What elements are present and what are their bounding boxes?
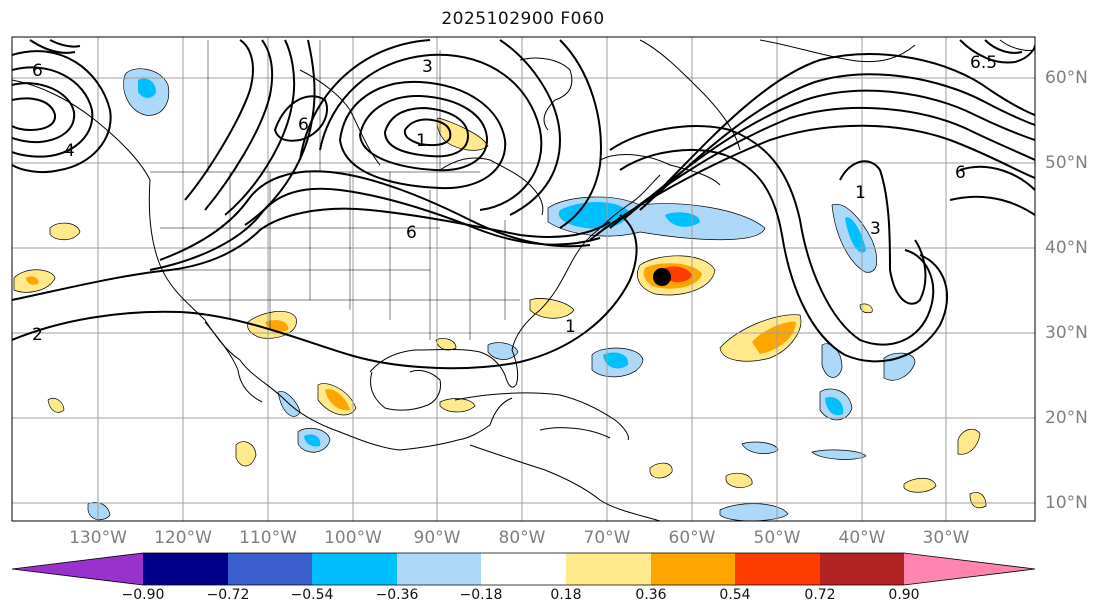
colorbar <box>11 552 1036 586</box>
colorbar-tick-label: 0.36 <box>635 587 667 603</box>
contour-label-group: 6 1 6 3 6 1 2 1 3 6 6.5 4 <box>32 53 997 345</box>
positive-anomaly-patch <box>957 428 981 455</box>
positive-anomaly-patch <box>26 276 39 285</box>
contour-label: 1 <box>416 131 427 151</box>
positive-anomaly-patch <box>529 298 575 319</box>
negative-anomaly-patch <box>665 212 700 227</box>
lat-label: 50°N <box>1045 153 1088 173</box>
negative-anomaly-patch <box>487 342 519 360</box>
colorbar-segment <box>397 553 481 585</box>
graticule-grid <box>12 37 1035 521</box>
lon-label: 120°W <box>154 528 212 548</box>
lat-label: 40°N <box>1045 238 1088 258</box>
lat-label: 20°N <box>1045 408 1088 428</box>
lon-label: 100°W <box>324 528 382 548</box>
height-contours <box>12 39 1035 370</box>
colorbar-segment <box>651 553 735 585</box>
colorbar-segments <box>11 552 1036 586</box>
contour-label: 3 <box>870 219 881 239</box>
lon-label: 90°W <box>413 528 461 548</box>
contour-label: 6.5 <box>970 53 997 73</box>
positive-anomaly-patch <box>436 117 489 151</box>
colorbar-tick-label: 0.18 <box>550 587 582 603</box>
lon-label: 70°W <box>583 528 631 548</box>
positive-anomaly-patch <box>969 492 987 509</box>
positive-anomaly-patch <box>435 338 457 351</box>
lon-label: 130°W <box>69 528 127 548</box>
lon-label: 110°W <box>239 528 297 548</box>
negative-anomaly-patch <box>87 501 111 521</box>
contour-label: 3 <box>422 57 433 77</box>
colorbar-tick-label: 0.90 <box>888 587 920 603</box>
positive-anomaly-patch <box>725 472 753 488</box>
map-frame <box>11 36 1036 522</box>
storm-center-marker <box>653 268 671 286</box>
negative-anomaly-patch <box>821 343 843 378</box>
negative-anomaly-patch <box>603 352 629 369</box>
colorbar-segment <box>12 553 143 585</box>
negative-anomaly-patch <box>845 217 866 253</box>
colorbar-tick-label: −0.36 <box>375 587 419 603</box>
lat-label: 10°N <box>1045 493 1088 513</box>
colorbar-tick-label: −0.90 <box>121 587 165 603</box>
colorbar-segment <box>735 553 820 585</box>
colorbar-segment <box>904 553 1035 585</box>
contour-label: 2 <box>32 325 43 345</box>
contour-label: 4 <box>64 141 75 161</box>
colorbar-segment <box>228 553 312 585</box>
coastlines <box>12 39 1035 521</box>
lon-label: 80°W <box>498 528 546 548</box>
lat-label: 30°N <box>1045 323 1088 343</box>
anomaly-shading <box>13 68 987 521</box>
colorbar-tick-label: −0.18 <box>459 587 503 603</box>
positive-anomaly-patch <box>439 398 476 413</box>
colorbar-outline <box>11 552 1036 586</box>
colorbar-segment <box>312 553 397 585</box>
positive-anomaly-patch <box>665 266 692 283</box>
negative-anomaly-patch <box>719 503 789 521</box>
contour-label: 6 <box>955 163 966 183</box>
positive-anomaly-patch <box>752 321 796 354</box>
colorbar-tick-label: 0.72 <box>804 587 836 603</box>
positive-anomaly-patch <box>649 462 673 479</box>
negative-anomaly-patch <box>138 78 156 98</box>
colorbar-segment <box>566 553 651 585</box>
positive-anomaly-patch <box>47 397 65 413</box>
lon-label: 40°W <box>838 528 886 548</box>
positive-anomaly-patch <box>235 441 257 467</box>
lat-label: 60°N <box>1045 68 1088 88</box>
lon-label: 60°W <box>668 528 716 548</box>
contour-label: 6 <box>32 61 43 81</box>
colorbar-segment <box>820 553 904 585</box>
positive-anomaly-patch <box>859 303 873 314</box>
negative-anomaly-patch <box>558 202 630 229</box>
colorbar-segment <box>143 553 228 585</box>
positive-anomaly-patch <box>903 477 937 493</box>
positive-anomaly-patch <box>325 389 350 411</box>
contour-label: 6 <box>406 223 417 243</box>
negative-anomaly-patch <box>304 434 321 447</box>
colorbar-tick-label: −0.72 <box>206 587 250 603</box>
negative-anomaly-patch <box>825 396 844 416</box>
positive-anomaly-patch <box>49 222 81 241</box>
lon-label: 30°W <box>922 528 970 548</box>
contour-label: 1 <box>565 317 576 337</box>
colorbar-tick-label: 0.54 <box>719 587 751 603</box>
negative-anomaly-patch <box>811 449 867 460</box>
contour-label: 6 <box>298 115 309 135</box>
colorbar-segment <box>481 553 566 585</box>
map-title: 2025102900 F060 <box>441 9 605 29</box>
contour-label: 1 <box>855 183 866 203</box>
lon-label: 50°W <box>753 528 801 548</box>
colorbar-tick-label: −0.54 <box>290 587 334 603</box>
negative-anomaly-patch <box>741 441 779 454</box>
